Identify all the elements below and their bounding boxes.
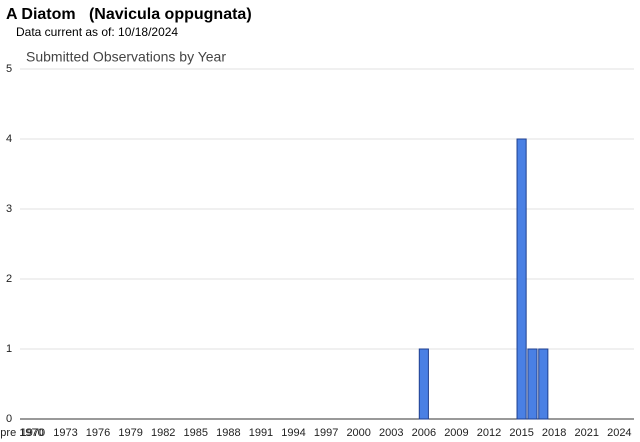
- x-tick-label: 1991: [249, 427, 273, 439]
- x-tick-label: 1979: [118, 427, 142, 439]
- x-tick-label: 1976: [86, 427, 110, 439]
- x-tick-label: 1997: [314, 427, 338, 439]
- bar: [516, 138, 527, 420]
- bar: [538, 348, 549, 420]
- x-tick-label: 2012: [477, 427, 501, 439]
- y-tick-label: 0: [6, 413, 12, 425]
- x-tick-label: 2009: [444, 427, 468, 439]
- x-tick-label: 1994: [281, 427, 305, 439]
- bar: [418, 348, 429, 420]
- y-tick-label: 2: [6, 273, 12, 285]
- page-subtitle: Data current as of: 10/18/2024: [16, 25, 178, 39]
- y-tick-label: 4: [6, 133, 12, 145]
- x-tick-label: pre 1970: [0, 427, 43, 439]
- x-tick-label: 1988: [216, 427, 240, 439]
- x-tick-label: 1970: [21, 427, 45, 439]
- x-tick-label: 2018: [542, 427, 566, 439]
- x-tick-label: 2015: [509, 427, 533, 439]
- x-tick-label: 1982: [151, 427, 175, 439]
- y-tick-label: 1: [6, 343, 12, 355]
- x-tick-label: 2024: [607, 427, 631, 439]
- bar: [527, 348, 538, 420]
- x-tick-label: 2006: [412, 427, 436, 439]
- x-tick-label: 2000: [346, 427, 370, 439]
- page-title: A Diatom (Navicula oppugnata): [6, 6, 252, 23]
- x-tick-label: 1985: [184, 427, 208, 439]
- chart-title: Submitted Observations by Year: [26, 49, 226, 65]
- x-tick-label: 2003: [379, 427, 403, 439]
- y-tick-label: 5: [6, 63, 12, 75]
- y-tick-label: 3: [6, 203, 12, 215]
- x-tick-label: 1973: [53, 427, 77, 439]
- x-tick-label: 2021: [575, 427, 599, 439]
